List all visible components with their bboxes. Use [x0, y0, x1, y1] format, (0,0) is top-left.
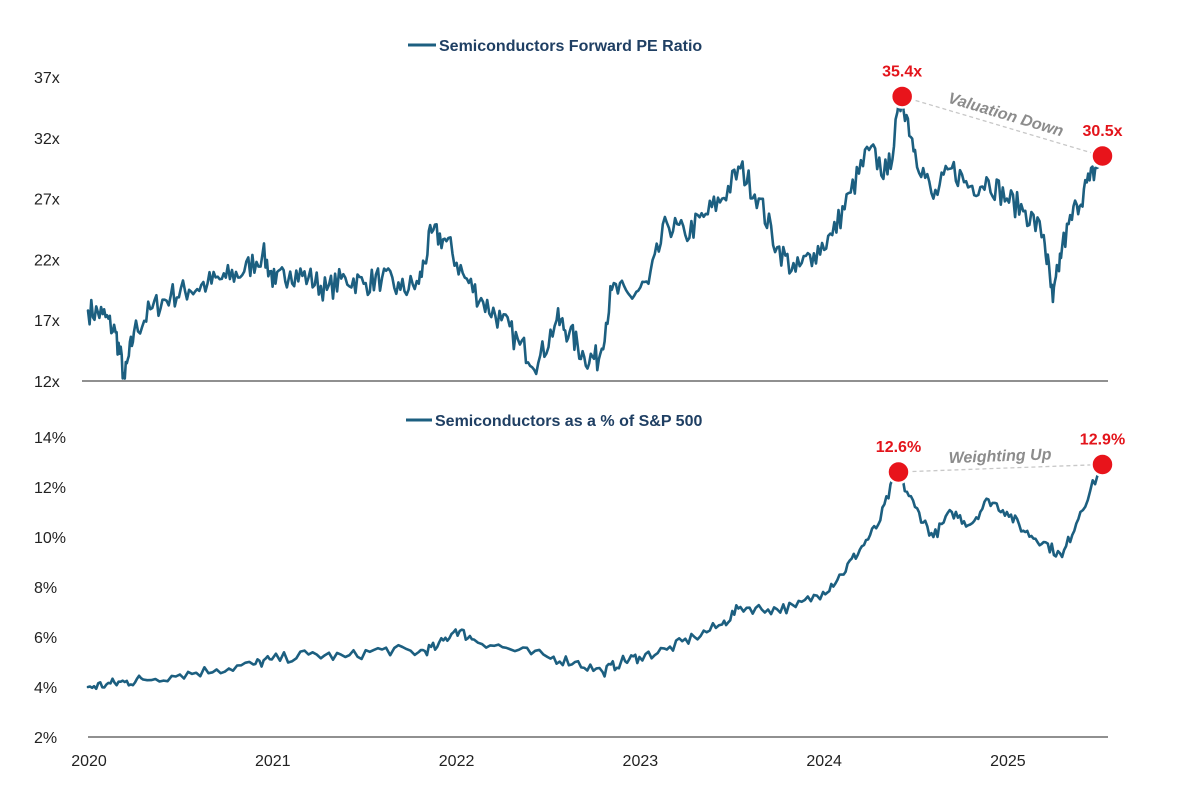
- weight-y-axis: 2% 4% 6% 8% 10% 12% 14%: [34, 430, 66, 747]
- w-y-tick-label: 4%: [34, 680, 57, 697]
- weight-annotation: Weighting Up: [948, 446, 1052, 467]
- w-y-tick-label: 10%: [34, 530, 66, 547]
- x-tick-label: 2021: [255, 753, 291, 770]
- pe-latest-marker: [1090, 143, 1115, 169]
- weight-earlier-label: 12.6%: [876, 439, 921, 456]
- w-y-tick-label: 6%: [34, 630, 57, 647]
- x-tick-label: 2020: [71, 753, 107, 770]
- weight-latest-label: 12.9%: [1080, 432, 1125, 449]
- w-y-tick-label: 2%: [34, 730, 57, 747]
- weight-earlier-marker: [886, 459, 911, 485]
- pe-y-tick-label: 22x: [34, 252, 60, 269]
- pe-y-axis: 12x 17x 22x 27x 32x 37x: [34, 70, 60, 391]
- weight-legend: Semiconductors as a % of S&P 500: [406, 413, 702, 430]
- weight-connector: [898, 463, 1103, 473]
- x-tick-label: 2022: [439, 753, 475, 770]
- pe-peak-label: 35.4x: [882, 63, 922, 80]
- x-tick-label: 2025: [990, 753, 1026, 770]
- x-tick-label: 2024: [806, 753, 842, 770]
- pe-peak-marker: [889, 84, 915, 109]
- weight-legend-label: Semiconductors as a % of S&P 500: [435, 413, 702, 430]
- weight-series-line: [86, 463, 1104, 691]
- pe-y-tick-label: 32x: [34, 131, 60, 148]
- pe-legend: Semiconductors Forward PE Ratio: [408, 38, 702, 55]
- pe-legend-label: Semiconductors Forward PE Ratio: [439, 38, 702, 55]
- pe-latest-label: 30.5x: [1082, 123, 1122, 140]
- pe-y-tick-label: 37x: [34, 70, 60, 87]
- pe-chart: Semiconductors Forward PE Ratio 12x 17x 22…: [34, 38, 1123, 391]
- weight-chart: Semiconductors as a % of S&P 500 2% 4% 6% 8…: [34, 413, 1125, 770]
- pe-series-line: [86, 95, 1104, 380]
- w-y-tick-label: 8%: [34, 580, 57, 597]
- x-tick-label: 2023: [623, 753, 659, 770]
- pe-y-tick-label: 12x: [34, 374, 60, 391]
- pe-y-tick-label: 27x: [34, 192, 60, 209]
- weight-latest-marker: [1090, 452, 1115, 477]
- pe-y-tick-label: 17x: [34, 313, 60, 330]
- w-y-tick-label: 14%: [34, 430, 66, 447]
- weight-x-axis: 2020 2021 2022 2023 2024 2025: [71, 753, 1026, 770]
- w-y-tick-label: 12%: [34, 480, 66, 497]
